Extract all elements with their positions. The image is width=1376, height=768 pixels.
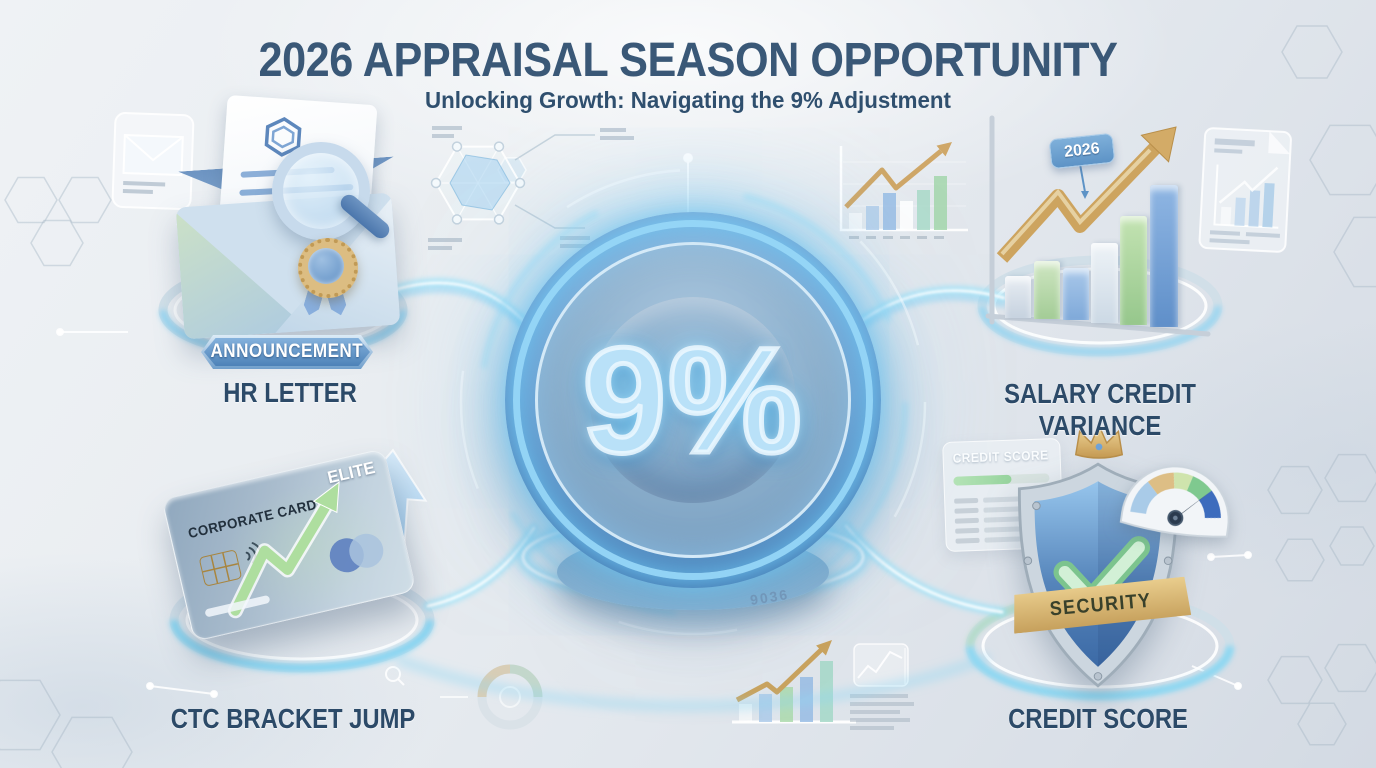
- radar-hexagon-diagram: [428, 126, 634, 250]
- panel-row: [955, 537, 980, 544]
- hr-letter-icon: [160, 94, 450, 365]
- hr-letter-label: HR LETTER: [223, 377, 357, 408]
- disc-face: 9%: [580, 297, 804, 503]
- central-percentage-disc: 9%: [505, 212, 881, 588]
- panel-row: [954, 507, 979, 514]
- year-tag: 2026: [1048, 132, 1116, 170]
- award-ribbon-icon: [298, 238, 358, 330]
- mini-line-chart: [850, 643, 914, 730]
- disc-inner-ring: 9%: [535, 242, 851, 558]
- salary-bar: [1120, 216, 1147, 325]
- ctc-jump-label: CTC BRACKET JUMP: [170, 703, 416, 734]
- letter-logo-icon: [264, 116, 302, 157]
- salary-bar: [1034, 261, 1060, 319]
- announcement-badge-label: ANNOUNCEMENT: [210, 341, 364, 362]
- security-banner-label: SECURITY: [1049, 589, 1153, 620]
- announcement-badge: ANNOUNCEMENT: [201, 335, 373, 369]
- page-subtitle: Unlocking Growth: Navigating the 9% Adju…: [425, 87, 951, 113]
- credit-score-progress-fill: [953, 474, 1012, 486]
- panel-row: [954, 517, 979, 524]
- credit-score-label: CREDIT SCORE: [1008, 703, 1188, 734]
- crown-icon: [1074, 423, 1124, 459]
- rosette-inner: [308, 248, 344, 284]
- salary-bar: [1150, 185, 1178, 327]
- wireframe-document-icon: [1198, 127, 1292, 253]
- panel-row: [955, 527, 980, 534]
- mini-bar-chart-top: [839, 142, 968, 239]
- year-tag-label: 2026: [1063, 140, 1101, 161]
- panel-row: [954, 497, 979, 504]
- letter-paper-icon: [216, 94, 378, 268]
- percentage-value: 9%: [580, 313, 804, 486]
- faint-donut-icon: [440, 664, 543, 730]
- magnifier-icon: [272, 142, 393, 242]
- salary-bar: [1005, 276, 1031, 318]
- score-gauge-icon: [1119, 465, 1230, 538]
- mini-bar-chart-bottom: [732, 640, 856, 724]
- page-title: 2026 APPRAISAL SEASON OPPORTUNITY: [258, 34, 1118, 87]
- salary-variance-label: SALARY CREDIT VARIANCE: [1004, 378, 1196, 441]
- salary-bar: [1091, 243, 1118, 323]
- magnifier-lens: [272, 142, 370, 240]
- year-tag-pointer: [1079, 163, 1089, 199]
- corporate-card-icon: CORPORATE CARD ELITE: [161, 448, 417, 642]
- salary-bar: [1063, 268, 1089, 320]
